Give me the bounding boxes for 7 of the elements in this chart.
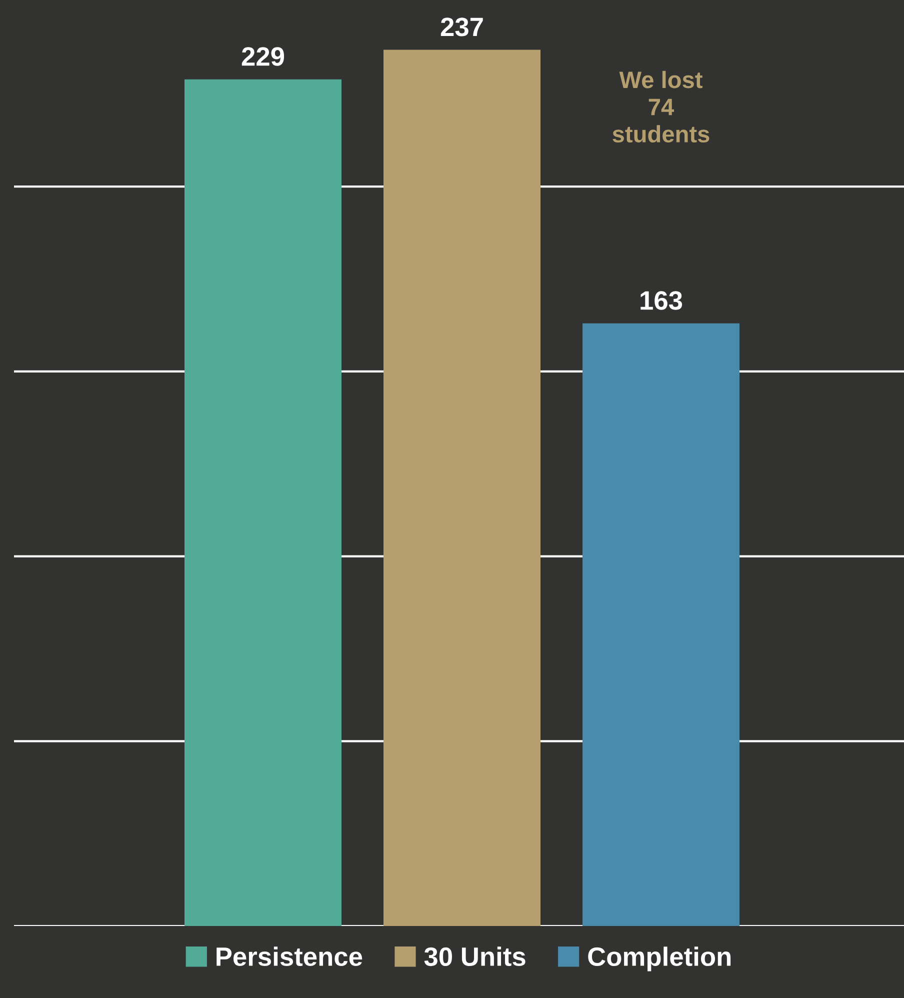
- data-label: 163: [640, 291, 682, 310]
- data-label: 229: [242, 47, 284, 66]
- data-label: 237: [440, 18, 483, 36]
- legend-label: 30 Units: [424, 946, 526, 966]
- legend-label: Persistence: [216, 946, 362, 966]
- legend-label: Completion: [588, 946, 731, 972]
- annotation: We lost 74 students: [612, 70, 710, 143]
